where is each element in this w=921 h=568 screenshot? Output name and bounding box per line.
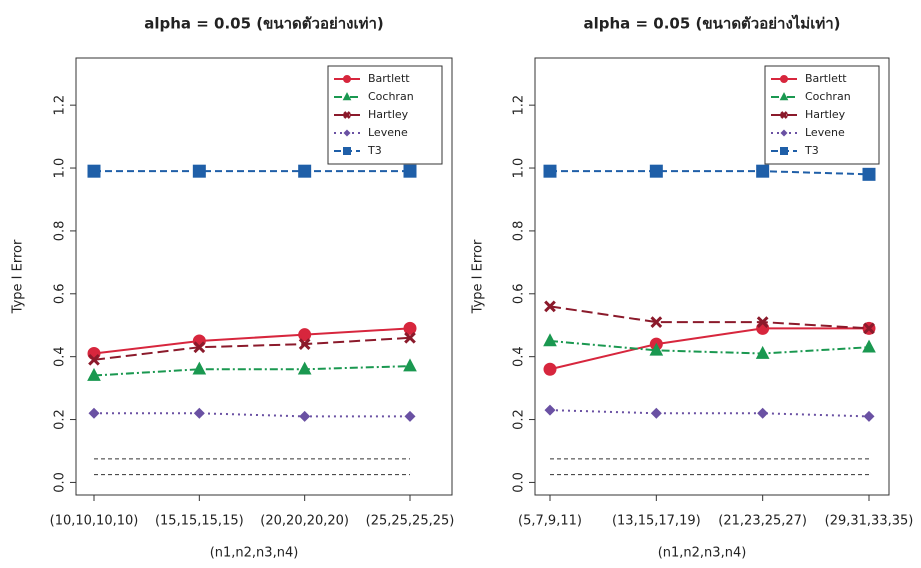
marker bbox=[543, 333, 557, 347]
marker bbox=[299, 410, 311, 422]
marker bbox=[757, 407, 769, 419]
marker bbox=[193, 407, 205, 419]
marker bbox=[343, 147, 351, 155]
x-axis-label: (n1,n2,n3,n4) bbox=[658, 546, 747, 561]
marker bbox=[863, 410, 875, 422]
legend-label: Levene bbox=[805, 126, 845, 139]
marker bbox=[862, 339, 876, 353]
legend-label: T3 bbox=[804, 144, 819, 157]
legend-label: Hartley bbox=[368, 108, 409, 121]
series-line bbox=[550, 170, 870, 176]
marker bbox=[863, 322, 875, 335]
chart-title: alpha = 0.05 (ขนาดตัวอย่างเท่า) bbox=[144, 15, 384, 33]
legend-label: Hartley bbox=[805, 108, 846, 121]
marker bbox=[297, 361, 312, 375]
marker bbox=[192, 164, 206, 178]
marker bbox=[755, 345, 770, 359]
y-tick-label: 0.8 bbox=[512, 221, 527, 242]
y-tick-label: 0.0 bbox=[512, 472, 527, 493]
marker bbox=[88, 407, 100, 419]
marker bbox=[756, 164, 770, 178]
y-tick-label: 0.4 bbox=[53, 346, 68, 367]
y-tick-label: 0.0 bbox=[53, 472, 68, 493]
marker bbox=[403, 358, 417, 372]
marker bbox=[192, 361, 207, 375]
marker bbox=[649, 164, 663, 178]
marker bbox=[298, 328, 312, 342]
series-line bbox=[549, 327, 869, 371]
marker bbox=[404, 410, 416, 422]
legend-label: Cochran bbox=[805, 90, 851, 103]
marker bbox=[779, 92, 789, 101]
y-tick-label: 0.2 bbox=[512, 409, 527, 430]
x-tick-label: (13,15,17,19) bbox=[612, 514, 701, 529]
legend-label: T3 bbox=[367, 144, 382, 157]
legend-label: Levene bbox=[368, 126, 408, 139]
marker bbox=[543, 362, 557, 376]
x-tick-label: (21,23,25,27) bbox=[718, 514, 807, 529]
plot-frame bbox=[534, 57, 890, 496]
marker bbox=[403, 164, 417, 178]
marker bbox=[544, 300, 556, 313]
y-tick-label: 1.0 bbox=[53, 158, 68, 179]
y-axis-label: Type I Error bbox=[11, 239, 26, 314]
series-line bbox=[94, 412, 410, 418]
legend-label: Cochran bbox=[368, 90, 414, 103]
marker bbox=[87, 164, 101, 178]
marker bbox=[343, 111, 351, 119]
marker bbox=[87, 367, 101, 381]
series-line bbox=[549, 305, 870, 330]
series-line bbox=[93, 336, 411, 361]
marker bbox=[650, 407, 662, 419]
series-line bbox=[93, 365, 411, 377]
marker bbox=[342, 92, 352, 101]
legend-label: Bartlett bbox=[805, 72, 847, 85]
y-tick-label: 1.2 bbox=[53, 95, 68, 116]
y-tick-label: 0.8 bbox=[53, 221, 68, 242]
plot-frame bbox=[75, 57, 453, 496]
marker bbox=[298, 164, 312, 178]
marker bbox=[88, 353, 100, 366]
x-tick-label: (20,20,20,20) bbox=[260, 514, 349, 529]
marker bbox=[404, 331, 416, 344]
marker bbox=[756, 316, 769, 328]
x-tick-label: (25,25,25,25) bbox=[366, 514, 455, 529]
y-tick-label: 1.0 bbox=[512, 158, 527, 179]
marker bbox=[343, 129, 351, 137]
marker bbox=[543, 164, 557, 178]
x-axis-label: (n1,n2,n3,n4) bbox=[210, 546, 299, 561]
marker bbox=[780, 111, 788, 119]
marker bbox=[862, 167, 876, 181]
marker bbox=[343, 75, 351, 83]
x-tick-label: (5,7,9,11) bbox=[518, 514, 582, 529]
y-axis-label: Type I Error bbox=[471, 239, 486, 314]
y-tick-label: 0.6 bbox=[512, 283, 527, 304]
x-tick-label: (29,31,33,35) bbox=[825, 514, 914, 529]
chart-title: alpha = 0.05 (ขนาดตัวอย่างไม่เท่า) bbox=[583, 14, 840, 33]
y-tick-label: 0.2 bbox=[53, 409, 68, 430]
series-line bbox=[93, 327, 411, 355]
marker bbox=[780, 75, 788, 83]
marker bbox=[780, 129, 788, 137]
marker bbox=[650, 316, 663, 328]
series-line bbox=[549, 339, 870, 355]
marker bbox=[193, 341, 206, 354]
y-tick-label: 0.6 bbox=[53, 283, 68, 304]
x-tick-label: (15,15,15,15) bbox=[155, 514, 244, 529]
marker bbox=[403, 321, 417, 335]
marker bbox=[649, 342, 664, 356]
y-tick-label: 1.2 bbox=[512, 95, 527, 116]
legend-label: Bartlett bbox=[368, 72, 410, 85]
y-tick-label: 0.4 bbox=[512, 346, 527, 367]
marker bbox=[544, 404, 556, 416]
x-tick-label: (10,10,10,10) bbox=[50, 514, 139, 529]
marker bbox=[780, 147, 788, 155]
series-line bbox=[549, 409, 870, 418]
marker bbox=[298, 338, 311, 350]
